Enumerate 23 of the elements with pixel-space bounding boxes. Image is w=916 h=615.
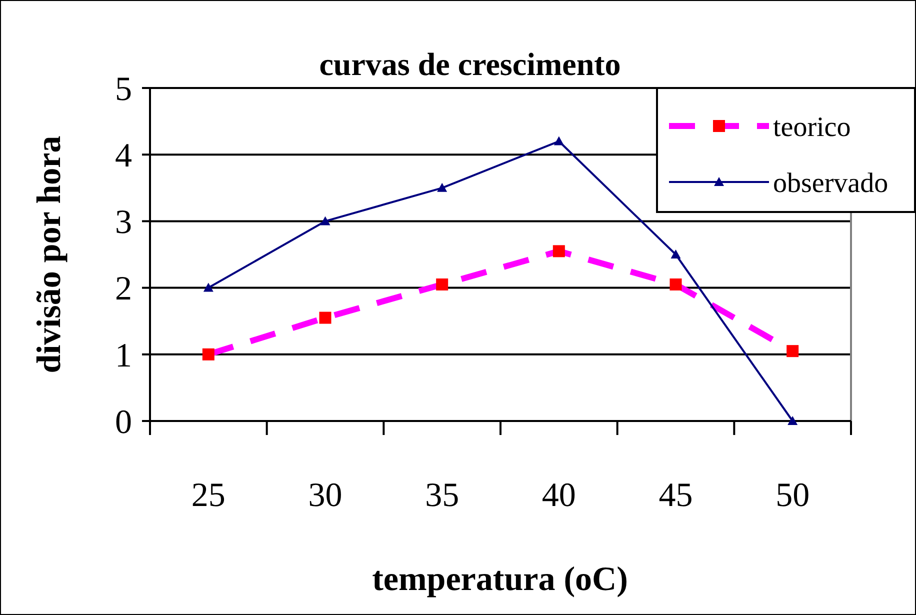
point <box>788 416 798 425</box>
x-tick-label: 30 <box>308 477 342 514</box>
y-tick-label: 1 <box>115 337 132 374</box>
x-tick-label: 45 <box>658 477 693 514</box>
point <box>437 182 448 192</box>
y-tick-label: 3 <box>115 204 132 242</box>
y-tick-label: 0 <box>115 404 132 441</box>
point <box>554 136 564 146</box>
x-tick-label: 40 <box>542 477 576 514</box>
x-tick-label: 50 <box>776 477 810 514</box>
legend-label: teorico <box>773 112 851 143</box>
legend-label: observado <box>773 168 888 199</box>
x-tick-label: 25 <box>191 477 226 514</box>
chart-title: curvas de crescimento <box>319 46 621 82</box>
y-tick-label: 2 <box>115 270 132 308</box>
point <box>670 250 681 258</box>
y-tick-label: 4 <box>115 138 132 174</box>
y-tick-label: 5 <box>115 70 132 108</box>
x-tick-label: 35 <box>425 477 460 514</box>
y-axis-title: divisão por hora <box>31 136 68 374</box>
x-axis-title: temperatura (oC) <box>372 561 628 598</box>
point <box>320 216 330 226</box>
point <box>203 282 214 292</box>
